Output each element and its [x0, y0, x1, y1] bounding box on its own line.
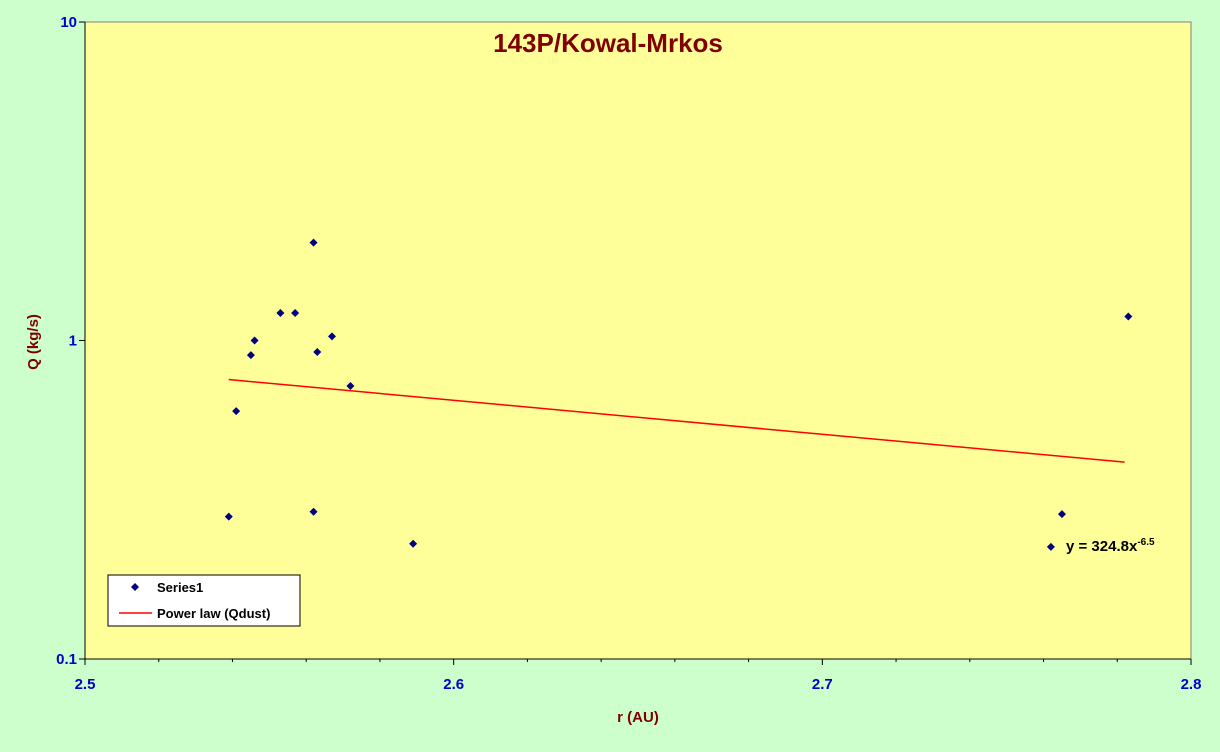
data-point: [250, 336, 259, 345]
data-point: [232, 407, 241, 416]
data-point: [313, 348, 322, 357]
x-tick-label: 2.7: [812, 676, 833, 693]
power-law-trendline: [228, 378, 1125, 463]
trendline-equation: y = 324.8x-6.5: [1066, 537, 1155, 555]
y-tick-label: 1: [69, 333, 77, 350]
data-point: [276, 308, 285, 317]
legend: Series1 Power law (Qdust): [107, 574, 301, 627]
x-tick-label: 2.6: [443, 676, 464, 693]
y-axis-ticks: 0.1 1 10: [56, 14, 85, 668]
legend-marker-series1: [131, 583, 139, 591]
y-tick-label: 10: [60, 14, 77, 31]
data-point: [224, 512, 233, 521]
chart-title: 143P/Kowal-Mrkos: [493, 28, 723, 58]
data-points: [224, 238, 1133, 551]
data-point: [346, 381, 355, 390]
legend-label-power-law: Power law (Qdust): [157, 606, 270, 621]
x-axis-title: r (AU): [617, 709, 659, 726]
equation-exponent: -6.5: [1137, 537, 1155, 548]
x-tick-label: 2.8: [1181, 676, 1202, 693]
equation-base: y = 324.8x: [1066, 538, 1138, 555]
data-point: [409, 539, 418, 548]
data-point: [1124, 312, 1133, 321]
x-axis-ticks: 2.5 2.6 2.7 2.8: [75, 659, 1202, 693]
data-point: [1057, 510, 1066, 519]
data-point: [1046, 542, 1055, 551]
plot-area: [84, 21, 1192, 660]
x-tick-label: 2.5: [75, 676, 96, 693]
trendline-group: [228, 378, 1125, 463]
data-point: [291, 308, 300, 317]
data-point: [309, 238, 318, 247]
data-point: [246, 351, 255, 360]
data-point: [328, 332, 337, 341]
legend-label-series1: Series1: [157, 580, 203, 595]
y-tick-label: 0.1: [56, 651, 77, 668]
legend-box: [107, 574, 301, 627]
y-axis-title: Q (kg/s): [25, 314, 42, 370]
data-point: [309, 507, 318, 516]
